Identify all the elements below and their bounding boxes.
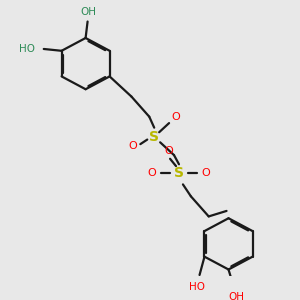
Text: O: O bbox=[128, 141, 137, 151]
Text: S: S bbox=[174, 167, 184, 180]
Text: OH: OH bbox=[228, 292, 244, 300]
Text: O: O bbox=[148, 168, 157, 178]
Text: O: O bbox=[201, 168, 210, 178]
Text: O: O bbox=[165, 146, 173, 155]
Text: OH: OH bbox=[81, 8, 97, 17]
Text: O: O bbox=[172, 112, 180, 122]
Text: HO: HO bbox=[19, 44, 35, 54]
Text: HO: HO bbox=[189, 282, 205, 292]
Text: S: S bbox=[149, 130, 159, 144]
